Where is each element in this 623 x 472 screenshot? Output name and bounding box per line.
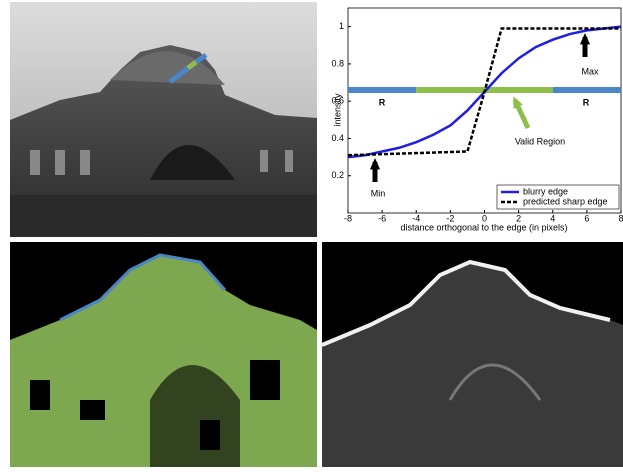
y-tick-label: 0.2	[331, 170, 344, 180]
photo	[10, 2, 317, 237]
plot-area	[348, 8, 621, 213]
x-tick-label: 8	[618, 213, 623, 223]
x-tick-label: 2	[516, 213, 521, 223]
y-tick-label: 0.4	[331, 133, 344, 143]
y-tick-label: 0.8	[331, 58, 344, 68]
x-tick-label: -4	[412, 213, 420, 223]
edge-map	[10, 242, 317, 467]
x-tick-label: -2	[446, 213, 454, 223]
sharpness-map	[322, 242, 623, 467]
figure: distance orthogonal to the edge (in pixe…	[0, 0, 623, 467]
legend-label: blurry edge	[523, 186, 568, 196]
x-tick-label: 4	[550, 213, 555, 223]
x-tick-label: 0	[482, 213, 487, 223]
x-tick-label: -6	[378, 213, 386, 223]
annotation: Valid Region	[515, 136, 565, 146]
annotation: Min	[371, 188, 386, 198]
x-tick-label: 6	[584, 213, 589, 223]
annotation: Max	[581, 66, 599, 76]
x-axis-label: distance orthogonal to the edge (in pixe…	[400, 222, 567, 232]
legend-label: predicted sharp edge	[523, 196, 608, 206]
annotation: R	[379, 97, 386, 107]
y-tick-label: 0.6	[331, 96, 344, 106]
annotation: R	[583, 97, 590, 107]
y-tick-label: 1	[339, 21, 344, 31]
x-tick-label: -8	[344, 213, 352, 223]
